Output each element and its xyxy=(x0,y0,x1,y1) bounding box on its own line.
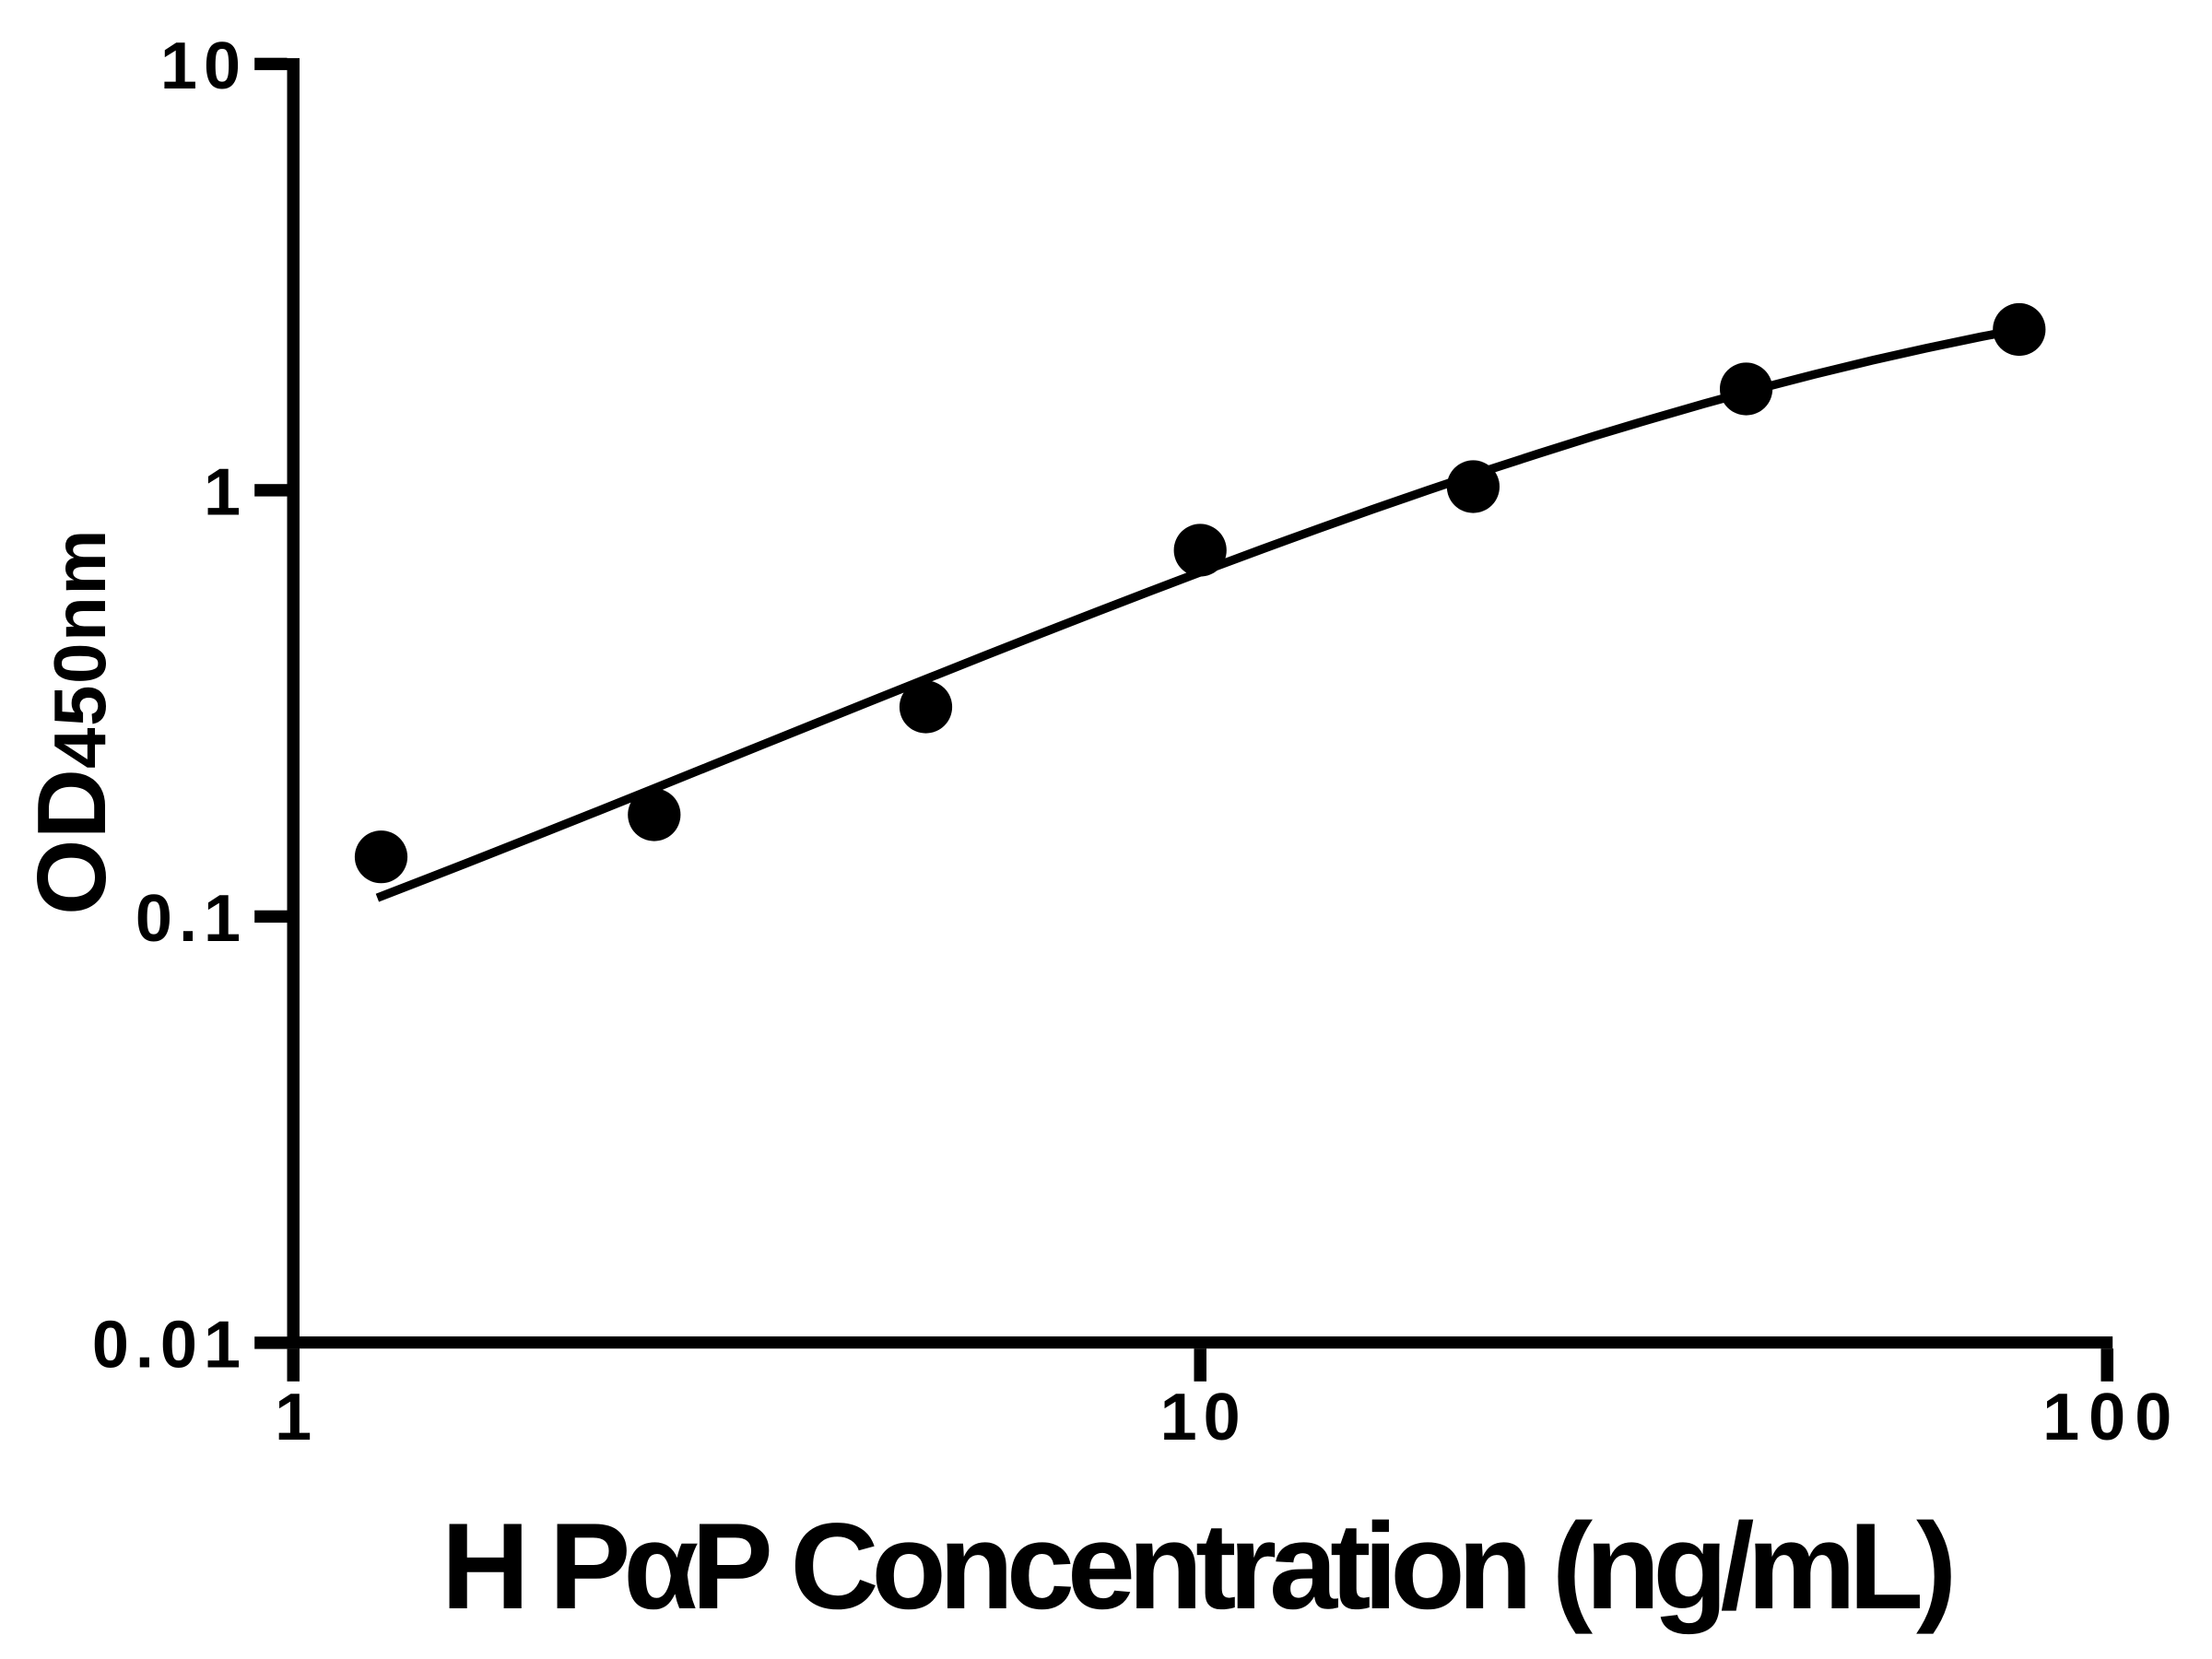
svg-text:H PαP Concentration (ng/mL): H PαP Concentration (ng/mL) xyxy=(441,1499,1951,1635)
svg-text:1: 1 xyxy=(275,1381,312,1454)
svg-text:OD450nm: OD450nm xyxy=(18,528,126,915)
svg-text:10: 10 xyxy=(160,29,247,103)
svg-text:100: 100 xyxy=(2042,1381,2181,1454)
svg-text:10: 10 xyxy=(1160,1381,1247,1454)
svg-text:1: 1 xyxy=(204,455,241,529)
svg-text:0.01: 0.01 xyxy=(92,1308,247,1382)
svg-text:0.1: 0.1 xyxy=(135,882,247,956)
